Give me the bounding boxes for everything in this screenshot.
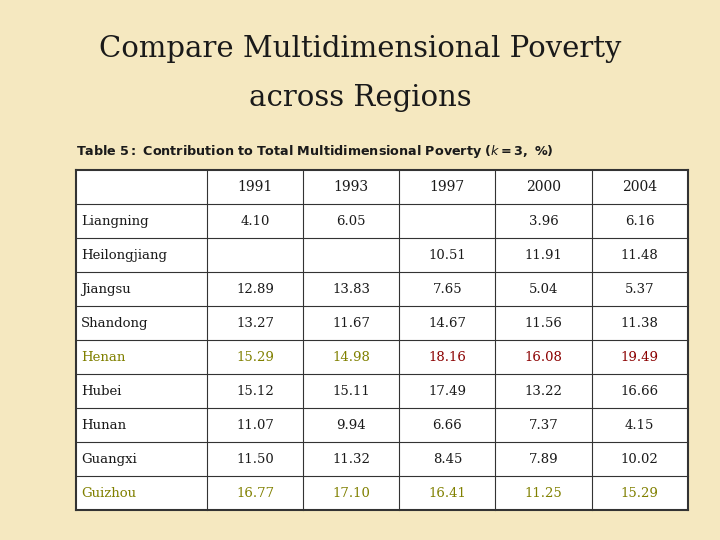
- Bar: [76, 170, 688, 510]
- Text: 16.77: 16.77: [236, 487, 274, 500]
- Text: 16.41: 16.41: [428, 487, 467, 500]
- Text: 9.94: 9.94: [336, 418, 366, 432]
- Text: 11.25: 11.25: [525, 487, 562, 500]
- Text: 19.49: 19.49: [621, 350, 659, 364]
- Text: 10.02: 10.02: [621, 453, 658, 466]
- Text: 16.08: 16.08: [525, 350, 562, 364]
- Text: 6.05: 6.05: [336, 214, 366, 228]
- Text: 7.65: 7.65: [433, 282, 462, 296]
- Text: 17.49: 17.49: [428, 384, 467, 398]
- Text: Jiangsu: Jiangsu: [81, 282, 131, 296]
- Text: Hubei: Hubei: [81, 384, 122, 398]
- Text: 14.98: 14.98: [333, 350, 370, 364]
- Text: Shandong: Shandong: [81, 316, 149, 330]
- Text: 11.48: 11.48: [621, 248, 658, 262]
- Text: 2004: 2004: [622, 180, 657, 194]
- Text: Guangxi: Guangxi: [81, 453, 137, 466]
- Text: 11.32: 11.32: [333, 453, 370, 466]
- Text: 13.22: 13.22: [525, 384, 562, 398]
- Text: 15.12: 15.12: [236, 384, 274, 398]
- Text: $\mathbf{Table\ 5:\ Contribution\ to\ Total\ Multidimensional\ Poverty\ (}$$k$$\: $\mathbf{Table\ 5:\ Contribution\ to\ To…: [76, 143, 553, 160]
- Text: 5.37: 5.37: [625, 282, 654, 296]
- Text: 13.27: 13.27: [236, 316, 274, 330]
- Text: 16.66: 16.66: [621, 384, 659, 398]
- Text: 15.11: 15.11: [333, 384, 370, 398]
- Text: 12.89: 12.89: [236, 282, 274, 296]
- Text: Hunan: Hunan: [81, 418, 127, 432]
- Text: 17.10: 17.10: [333, 487, 370, 500]
- Text: 5.04: 5.04: [528, 282, 558, 296]
- Text: 7.37: 7.37: [528, 418, 558, 432]
- Text: 8.45: 8.45: [433, 453, 462, 466]
- Text: Compare Multidimensional Poverty: Compare Multidimensional Poverty: [99, 35, 621, 63]
- Text: 6.66: 6.66: [433, 418, 462, 432]
- Text: Guizhou: Guizhou: [81, 487, 137, 500]
- Text: Heilongjiang: Heilongjiang: [81, 248, 167, 262]
- Text: across Regions: across Regions: [248, 84, 472, 112]
- Text: 6.16: 6.16: [625, 214, 654, 228]
- Text: 15.29: 15.29: [236, 350, 274, 364]
- Text: 2000: 2000: [526, 180, 561, 194]
- Text: 10.51: 10.51: [428, 248, 467, 262]
- Text: 7.89: 7.89: [528, 453, 558, 466]
- Text: 11.56: 11.56: [525, 316, 562, 330]
- Text: Liangning: Liangning: [81, 214, 149, 228]
- Text: 4.10: 4.10: [240, 214, 270, 228]
- Text: 11.38: 11.38: [621, 316, 659, 330]
- Text: 11.67: 11.67: [333, 316, 370, 330]
- Text: 11.50: 11.50: [236, 453, 274, 466]
- Text: Henan: Henan: [81, 350, 126, 364]
- Text: 18.16: 18.16: [428, 350, 467, 364]
- Text: 11.91: 11.91: [525, 248, 562, 262]
- Text: 13.83: 13.83: [333, 282, 370, 296]
- Text: 4.15: 4.15: [625, 418, 654, 432]
- Text: 1991: 1991: [238, 180, 273, 194]
- Text: 15.29: 15.29: [621, 487, 659, 500]
- Text: 1993: 1993: [334, 180, 369, 194]
- Text: 11.07: 11.07: [236, 418, 274, 432]
- Text: 3.96: 3.96: [528, 214, 558, 228]
- Text: 14.67: 14.67: [428, 316, 467, 330]
- Text: 1997: 1997: [430, 180, 465, 194]
